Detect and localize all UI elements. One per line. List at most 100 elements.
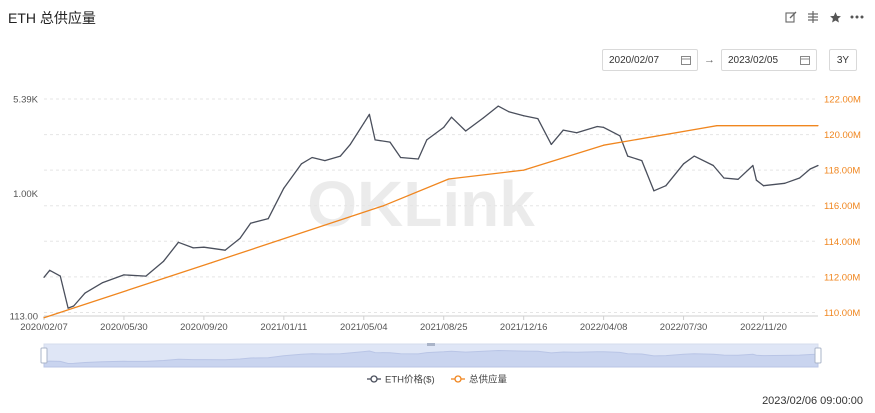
- calendar-icon: [681, 56, 691, 65]
- price-point: [73, 305, 75, 307]
- price-point: [817, 164, 819, 167]
- x-tick-label: 2021/12/16: [500, 322, 548, 333]
- price-point: [752, 164, 754, 167]
- price-point: [239, 237, 241, 240]
- legend-marker: [454, 375, 462, 383]
- price-point: [665, 185, 667, 187]
- right-tick-label: 120.00M: [824, 130, 861, 141]
- price-point: [399, 156, 402, 159]
- left-tick-label: 1.00K: [13, 189, 38, 200]
- right-tick-label: 112.00M: [824, 272, 860, 283]
- x-tick-label: 2022/07/30: [660, 322, 708, 333]
- x-tick-label: 2020/02/07: [20, 322, 68, 333]
- star-icon[interactable]: [827, 9, 843, 25]
- price-point: [300, 163, 303, 165]
- price-point: [627, 155, 629, 157]
- price-point: [482, 117, 484, 119]
- supply-point: [716, 125, 718, 127]
- price-point: [102, 281, 104, 284]
- navigator-drag-grip[interactable]: [427, 343, 435, 346]
- price-point: [49, 269, 51, 271]
- start-date-value: 2020/02/07: [609, 54, 660, 66]
- edit-icon[interactable]: [783, 9, 799, 25]
- price-point: [363, 122, 365, 124]
- right-tick-label: 116.00M: [824, 201, 860, 212]
- price-point: [162, 260, 165, 262]
- price-point: [619, 135, 621, 137]
- price-point: [737, 178, 739, 180]
- legend-item[interactable]: ETH价格($): [367, 374, 435, 386]
- supply-point: [603, 144, 605, 146]
- price-point: [550, 143, 552, 146]
- price-point: [576, 132, 578, 134]
- right-tick-label: 114.00M: [824, 237, 860, 248]
- arrow-right-icon: →: [704, 54, 715, 66]
- supply-point: [382, 205, 385, 207]
- price-point: [368, 113, 371, 115]
- series-line-supply: [43, 125, 818, 319]
- price-point: [59, 275, 61, 277]
- left-tick-label: 113.00: [10, 312, 38, 323]
- toolbar: [783, 9, 865, 25]
- start-date-input[interactable]: 2020/02/07: [602, 49, 698, 71]
- price-point: [417, 158, 419, 160]
- price-point: [389, 141, 391, 143]
- price-point: [374, 139, 376, 141]
- price-point: [799, 177, 801, 179]
- price-point: [283, 187, 285, 189]
- price-point: [177, 241, 180, 243]
- price-point: [653, 190, 655, 192]
- price-point: [523, 115, 525, 117]
- x-tick-label: 2022/04/08: [580, 322, 628, 333]
- price-point: [537, 118, 539, 120]
- series-line-price: [43, 105, 819, 309]
- timestamp: 2023/02/06 09:00:00: [762, 395, 863, 407]
- supply-point: [448, 178, 450, 180]
- price-point: [603, 126, 605, 129]
- price-point: [43, 276, 45, 278]
- price-point: [84, 292, 86, 294]
- price-point: [311, 156, 313, 159]
- left-tick-label: 5.39K: [13, 95, 38, 106]
- price-point: [465, 130, 467, 132]
- legend-marker: [370, 375, 378, 383]
- price-point: [755, 179, 758, 181]
- x-tick-label: 2021/08/25: [420, 322, 468, 333]
- price-point: [712, 164, 714, 167]
- page-title: ETH 总供应量: [8, 10, 96, 26]
- end-date-value: 2023/02/05: [728, 54, 779, 66]
- price-point: [339, 155, 342, 157]
- navigator-handle-left[interactable]: [40, 347, 48, 364]
- compare-icon[interactable]: [805, 9, 821, 25]
- price-point: [145, 275, 147, 277]
- range-preset-button[interactable]: 3Y: [829, 49, 857, 71]
- more-icon[interactable]: [849, 9, 865, 25]
- legend-item[interactable]: 总供应量: [451, 374, 508, 386]
- price-point: [224, 249, 226, 251]
- navigator-handle-right[interactable]: [814, 347, 822, 364]
- supply-point: [43, 317, 45, 319]
- navigator-area: [43, 349, 819, 368]
- price-point: [693, 155, 695, 157]
- right-tick-label: 110.00M: [824, 308, 860, 319]
- x-tick-label: 2020/05/30: [100, 322, 148, 333]
- x-tick-label: 2021/01/11: [260, 322, 307, 333]
- price-point: [203, 246, 205, 248]
- price-point: [349, 143, 351, 146]
- right-tick-label: 122.00M: [824, 95, 861, 106]
- price-point: [682, 163, 685, 165]
- watermark: OKLink: [307, 168, 535, 240]
- end-date-input[interactable]: 2023/02/05: [721, 49, 817, 71]
- supply-point: [523, 169, 525, 171]
- price-point: [497, 105, 499, 107]
- right-tick-label: 118.00M: [824, 166, 860, 177]
- price-point: [723, 177, 725, 179]
- price-point: [267, 218, 269, 220]
- calendar-icon: [800, 56, 810, 65]
- price-point: [596, 125, 598, 128]
- price-point: [249, 222, 252, 224]
- price-point: [450, 116, 453, 118]
- price-point: [324, 159, 326, 162]
- price-point: [562, 129, 564, 131]
